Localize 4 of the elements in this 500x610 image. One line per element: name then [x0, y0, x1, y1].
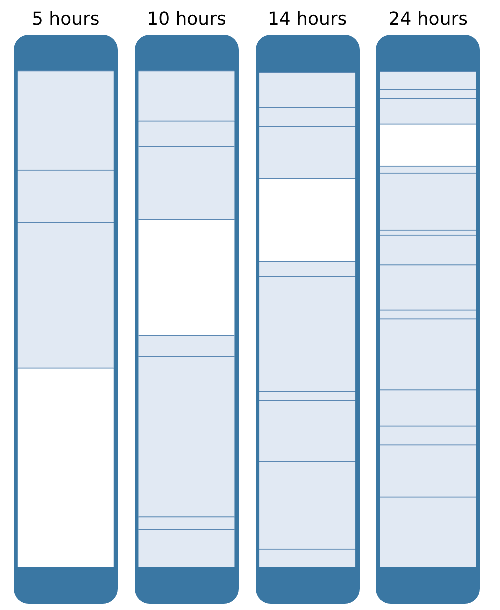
x-tick-label: 10 hours: [147, 8, 226, 30]
x-tick-label: 14 hours: [268, 8, 348, 30]
x-tick-label: 5 hours: [32, 8, 100, 30]
x-tick-label: 24 hours: [388, 8, 468, 30]
